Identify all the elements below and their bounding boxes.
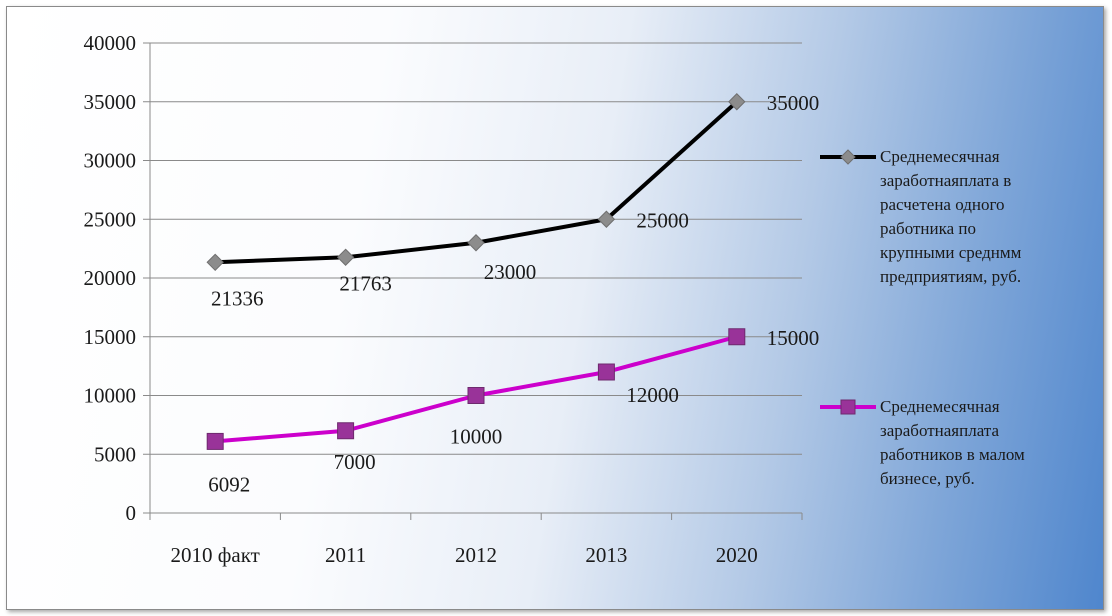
legend-line-text: предприятиям, руб. — [880, 267, 1021, 286]
legend-line-text: работников в малом — [880, 445, 1025, 464]
legend-line-text: Среднемесячная — [880, 397, 1000, 416]
data-point-square — [337, 422, 355, 440]
legend-line-text: заработнаяплата — [880, 421, 999, 440]
data-label: 12000 — [626, 383, 679, 407]
data-label: 25000 — [636, 208, 689, 232]
data-label: 6092 — [208, 472, 250, 496]
x-tick-label: 2011 — [325, 543, 366, 567]
data-point-square — [728, 328, 746, 346]
legend-marker-diamond — [840, 149, 856, 165]
y-tick-label: 15000 — [84, 325, 137, 349]
y-tick-label: 10000 — [84, 384, 137, 408]
legend-label-1: Среднемесячная заработнаяплата в расчетена… — [880, 147, 1022, 286]
chart-frame — [6, 6, 1104, 610]
y-tick-label: 20000 — [84, 266, 137, 290]
x-tick-label: 2010 факт — [171, 543, 260, 567]
data-label: 35000 — [767, 91, 820, 115]
data-point-square — [206, 432, 224, 450]
legend-line-text: бизнесе, руб. — [880, 469, 975, 488]
data-label: 21336 — [211, 286, 264, 310]
legend-line-text: работника по — [880, 219, 976, 238]
data-point-diamond — [206, 253, 224, 272]
data-point-diamond — [336, 248, 355, 266]
data-point-square — [597, 363, 615, 381]
data-label: 7000 — [334, 450, 376, 474]
data-point-diamond — [728, 93, 746, 111]
x-tick-label: 2020 — [716, 543, 758, 567]
legend-line-text: расчетена одного — [880, 195, 1005, 214]
data-label: 10000 — [450, 425, 503, 449]
legend-line-text: Среднемесячная — [880, 147, 1000, 166]
y-tick-label: 0 — [126, 501, 137, 525]
data-label: 21763 — [339, 271, 392, 295]
x-tick-label: 2012 — [455, 543, 497, 567]
data-point-square — [467, 387, 485, 404]
x-tick-label: 2013 — [585, 543, 627, 567]
data-label: 23000 — [484, 260, 537, 284]
y-tick-label: 35000 — [84, 90, 137, 114]
y-tick-label: 25000 — [84, 207, 137, 231]
data-point-diamond — [467, 234, 485, 252]
y-tick-label: 5000 — [94, 442, 136, 466]
y-tick-label: 40000 — [84, 31, 137, 55]
data-label: 15000 — [767, 326, 820, 350]
legend-label-2: Среднемесячная заработнаяплата работников … — [880, 397, 1025, 488]
legend-line-text: заработнаяплата в — [880, 171, 1011, 190]
legend-line-text: крупными среднмм — [880, 243, 1022, 262]
y-tick-label: 30000 — [84, 149, 137, 173]
data-point-diamond — [597, 210, 616, 228]
legend-marker-square — [840, 399, 856, 415]
